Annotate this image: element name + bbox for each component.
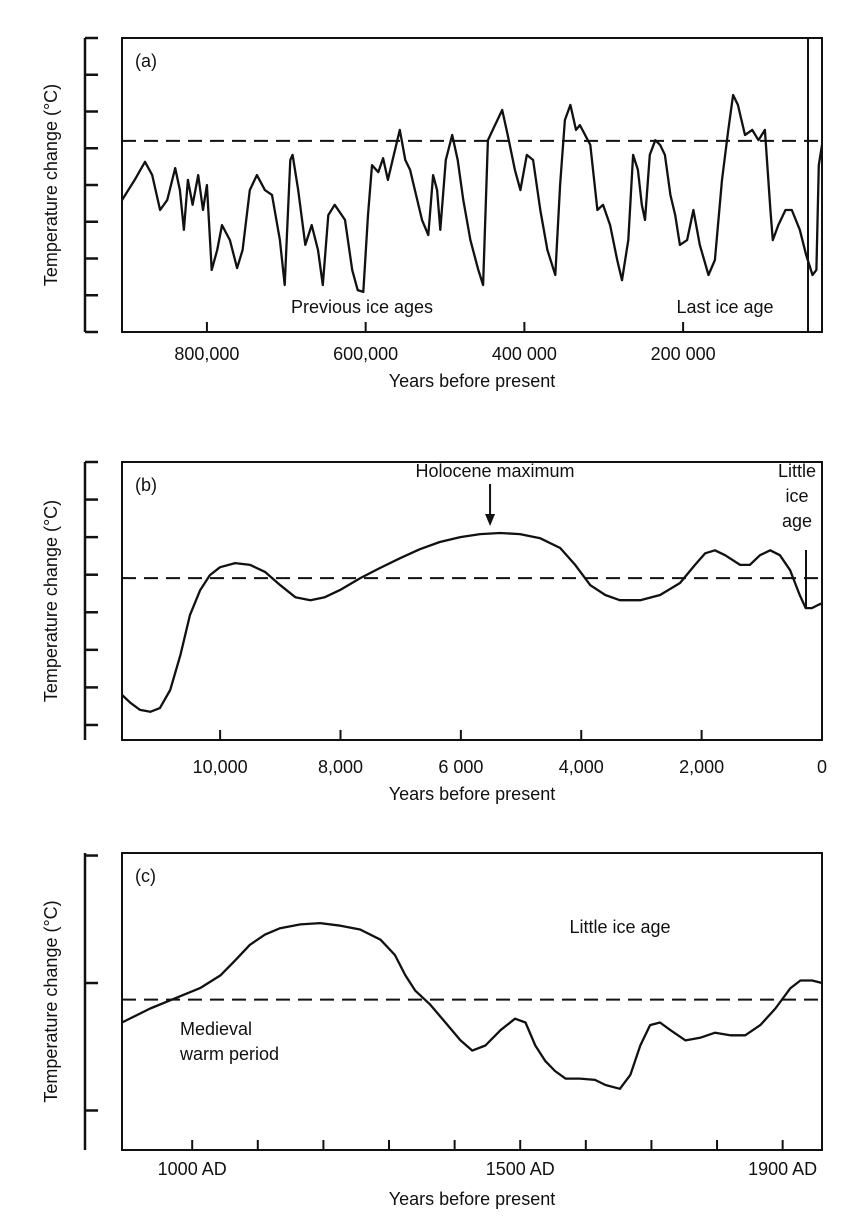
annotation: Previous ice ages <box>291 297 433 317</box>
plot-frame <box>121 37 823 333</box>
plot-frame <box>121 461 823 741</box>
annotation: Last ice age <box>676 297 773 317</box>
x-tick-label: 400 000 <box>492 344 557 364</box>
annotation: ice <box>785 486 808 506</box>
annotation: Little <box>778 461 816 481</box>
panel-label: (c) <box>135 866 156 886</box>
x-tick-label: 1500 AD <box>486 1159 555 1179</box>
x-tick-label: 200 000 <box>651 344 716 364</box>
panel-label: (b) <box>135 475 157 495</box>
x-tick-label: 6 000 <box>438 757 483 777</box>
panel-label: (a) <box>135 51 157 71</box>
x-tick-label: 800,000 <box>174 344 239 364</box>
annotation: Little ice age <box>569 917 670 937</box>
y-axis-label: Temperature change (°C) <box>41 84 61 286</box>
arrow-head <box>485 514 496 526</box>
y-axis-label: Temperature change (°C) <box>41 500 61 702</box>
x-tick-label: 1900 AD <box>748 1159 817 1179</box>
annotation: Medieval <box>180 1019 252 1039</box>
y-axis-label: Temperature change (°C) <box>41 900 61 1102</box>
x-tick-label: 4,000 <box>559 757 604 777</box>
annotation: warm period <box>179 1044 279 1064</box>
temperature-line <box>121 93 824 294</box>
x-tick-label: 2,000 <box>679 757 724 777</box>
x-tick-label: 0 <box>817 757 827 777</box>
temperature-line <box>121 921 823 1090</box>
annotation: age <box>782 511 812 531</box>
x-tick-label: 600,000 <box>333 344 398 364</box>
temperature-line <box>121 531 823 713</box>
x-axis-label: Years before present <box>389 371 555 391</box>
x-tick-label: 10,000 <box>193 757 248 777</box>
x-axis-label: Years before present <box>389 1189 555 1209</box>
x-tick-label: 1000 AD <box>158 1159 227 1179</box>
plot-frame <box>121 852 823 1151</box>
annotation: Holocene maximum <box>415 461 574 481</box>
x-axis-label: Years before present <box>389 784 555 804</box>
x-tick-label: 8,000 <box>318 757 363 777</box>
